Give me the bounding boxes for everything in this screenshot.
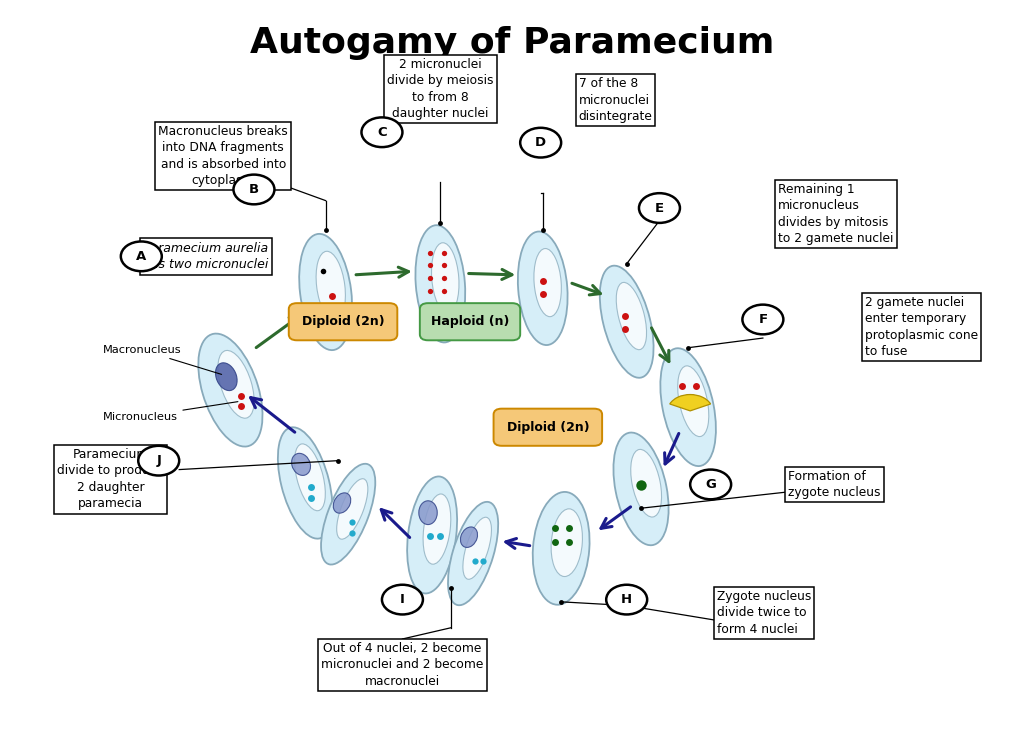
Circle shape bbox=[233, 175, 274, 204]
Ellipse shape bbox=[299, 234, 352, 350]
Text: Diploid (2n): Diploid (2n) bbox=[507, 421, 589, 434]
Text: 2 micronuclei
divide by meiosis
to from 8
daughter nuclei: 2 micronuclei divide by meiosis to from … bbox=[387, 58, 494, 120]
FancyBboxPatch shape bbox=[494, 409, 602, 446]
Ellipse shape bbox=[278, 427, 333, 539]
Ellipse shape bbox=[616, 282, 646, 350]
Ellipse shape bbox=[322, 464, 375, 565]
Text: Zygote nucleus
divide twice to
form 4 nuclei: Zygote nucleus divide twice to form 4 nu… bbox=[717, 590, 811, 636]
Circle shape bbox=[382, 585, 423, 614]
Ellipse shape bbox=[461, 527, 477, 548]
Text: E: E bbox=[655, 201, 664, 215]
Ellipse shape bbox=[678, 366, 709, 437]
Text: Micronucleus: Micronucleus bbox=[102, 402, 238, 422]
Text: Remaining 1
micronucleus
divides by mitosis
to 2 gamete nuclei: Remaining 1 micronucleus divides by mito… bbox=[778, 183, 894, 245]
Text: G: G bbox=[706, 478, 716, 491]
Ellipse shape bbox=[431, 243, 459, 313]
Text: J: J bbox=[157, 454, 161, 467]
Ellipse shape bbox=[631, 450, 662, 517]
Ellipse shape bbox=[551, 509, 583, 577]
Ellipse shape bbox=[333, 493, 351, 513]
Ellipse shape bbox=[600, 266, 653, 377]
Circle shape bbox=[121, 241, 162, 271]
Circle shape bbox=[520, 128, 561, 158]
Ellipse shape bbox=[532, 492, 590, 605]
FancyBboxPatch shape bbox=[420, 303, 520, 340]
Text: Out of 4 nuclei, 2 become
micronuclei and 2 become
macronuclei: Out of 4 nuclei, 2 become micronuclei an… bbox=[322, 642, 483, 688]
Text: H: H bbox=[622, 593, 632, 606]
Circle shape bbox=[361, 117, 402, 147]
Circle shape bbox=[606, 585, 647, 614]
Ellipse shape bbox=[215, 363, 238, 391]
Circle shape bbox=[639, 193, 680, 223]
Ellipse shape bbox=[218, 351, 254, 418]
Text: Formation of
zygote nucleus: Formation of zygote nucleus bbox=[788, 470, 881, 499]
Circle shape bbox=[138, 446, 179, 476]
Circle shape bbox=[690, 470, 731, 499]
Text: I: I bbox=[400, 593, 404, 606]
Ellipse shape bbox=[447, 502, 499, 606]
Ellipse shape bbox=[316, 251, 345, 321]
Text: D: D bbox=[536, 136, 546, 149]
Text: C: C bbox=[377, 126, 387, 139]
Ellipse shape bbox=[660, 348, 716, 466]
Ellipse shape bbox=[534, 249, 561, 317]
Text: A: A bbox=[136, 250, 146, 263]
Ellipse shape bbox=[518, 232, 567, 345]
Text: Macronucleus: Macronucleus bbox=[102, 345, 221, 374]
FancyBboxPatch shape bbox=[289, 303, 397, 340]
Text: Autogamy of Paramecium: Autogamy of Paramecium bbox=[250, 26, 774, 60]
Text: B: B bbox=[249, 183, 259, 196]
Ellipse shape bbox=[419, 501, 437, 525]
Text: Diploid (2n): Diploid (2n) bbox=[302, 315, 384, 328]
Circle shape bbox=[742, 305, 783, 334]
Ellipse shape bbox=[408, 476, 457, 594]
Wedge shape bbox=[670, 395, 711, 411]
Ellipse shape bbox=[295, 444, 326, 510]
Ellipse shape bbox=[337, 478, 368, 539]
Text: Macronucleus breaks
into DNA fragments
and is absorbed into
cytoplasm: Macronucleus breaks into DNA fragments a… bbox=[159, 125, 288, 187]
Text: Haploid (n): Haploid (n) bbox=[431, 315, 509, 328]
Text: Paramecium aurelia
has two micronuclei: Paramecium aurelia has two micronuclei bbox=[143, 241, 268, 271]
Ellipse shape bbox=[423, 494, 451, 564]
Text: F: F bbox=[759, 313, 767, 326]
Text: 2 gamete nuclei
enter temporary
protoplasmic cone
to fuse: 2 gamete nuclei enter temporary protopla… bbox=[865, 296, 978, 358]
Ellipse shape bbox=[463, 517, 492, 580]
Ellipse shape bbox=[292, 453, 310, 476]
Text: 7 of the 8
micronuclei
disintegrate: 7 of the 8 micronuclei disintegrate bbox=[579, 77, 652, 123]
Ellipse shape bbox=[199, 334, 262, 447]
Text: Paramecium
divide to produce
2 daughter
paramecia: Paramecium divide to produce 2 daughter … bbox=[57, 448, 164, 510]
Ellipse shape bbox=[613, 432, 669, 545]
Ellipse shape bbox=[416, 225, 465, 343]
